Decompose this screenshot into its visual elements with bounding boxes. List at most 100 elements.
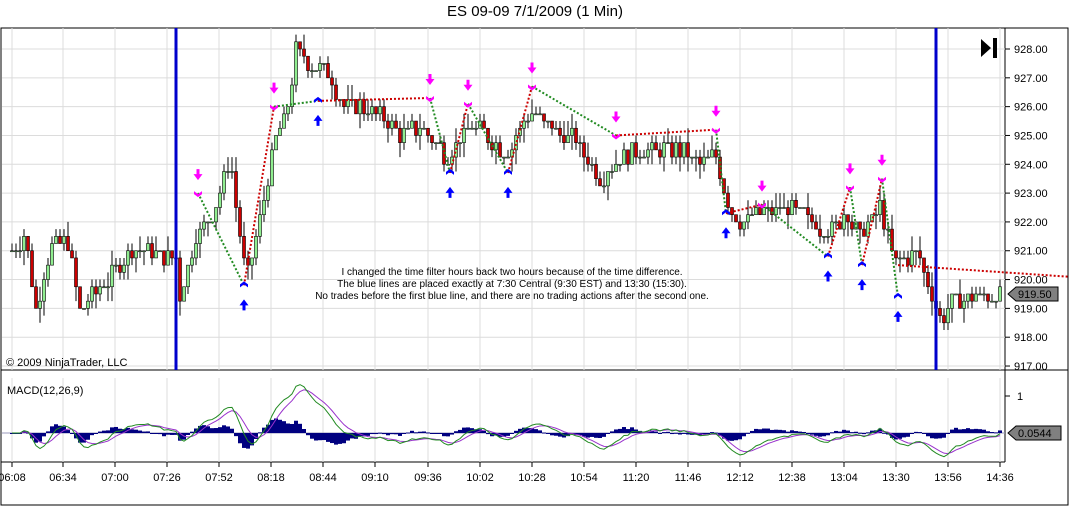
- candle: [910, 250, 914, 266]
- candle: [134, 250, 138, 259]
- candle: [574, 127, 578, 143]
- candle: [982, 293, 986, 296]
- candle: [686, 142, 690, 158]
- macd-diff-bar: [170, 433, 174, 435]
- sell-entry-marker-icon: [712, 127, 720, 134]
- macd-diff-bar: [434, 433, 438, 434]
- macd-diff-bar: [966, 428, 970, 433]
- candle: [642, 156, 646, 159]
- go-to-end-icon-bar: [993, 38, 997, 58]
- macd-diff-bar: [870, 430, 874, 433]
- price-tick-label: 924.00: [1014, 159, 1048, 171]
- price-tick-label: 926.00: [1014, 102, 1048, 114]
- macd-diff-bar: [130, 429, 134, 433]
- price-tick-label: 925.00: [1014, 130, 1048, 142]
- go-to-end-icon[interactable]: [981, 39, 991, 57]
- trade-line: [273, 99, 319, 108]
- macd-diff-bar: [94, 433, 98, 434]
- trade-line: [197, 192, 245, 286]
- candle: [682, 142, 686, 158]
- candle: [546, 120, 550, 123]
- macd-diff-bar: [622, 427, 626, 433]
- candle: [242, 236, 246, 259]
- macd-diff-bar: [26, 432, 30, 434]
- macd-diff-bar: [138, 430, 142, 433]
- candle: [798, 207, 802, 209]
- candle: [958, 293, 962, 309]
- candle: [754, 207, 758, 216]
- sell-entry-marker-icon: [878, 176, 886, 183]
- macd-diff-bar: [850, 432, 854, 434]
- candle: [382, 106, 386, 122]
- macd-diff-bar: [422, 431, 426, 433]
- macd-diff-bar: [62, 426, 66, 433]
- candle: [538, 113, 542, 116]
- candle: [122, 264, 126, 273]
- candle: [666, 142, 670, 144]
- time-tick-label: 14:36: [986, 472, 1014, 484]
- candle: [358, 99, 362, 115]
- macd-diff-bar: [938, 433, 942, 439]
- time-tick-label: 12:12: [726, 472, 754, 484]
- candle: [190, 257, 194, 266]
- candle: [390, 120, 394, 129]
- candle: [110, 264, 114, 288]
- candle: [582, 142, 586, 158]
- macd-diff-bar: [426, 432, 430, 434]
- sell-entry-marker-icon: [426, 95, 434, 102]
- chart-title: ES 09-09 7/1/2009 (1 Min): [447, 3, 623, 20]
- candle: [922, 257, 926, 273]
- macd-diff-bar: [270, 419, 274, 433]
- macd-diff-bar: [866, 432, 870, 434]
- candle: [518, 127, 522, 136]
- macd-diff-bar: [942, 433, 946, 438]
- macd-diff-bar: [210, 428, 214, 433]
- macd-diff-bar: [178, 433, 182, 441]
- candle: [258, 214, 262, 237]
- candle: [974, 293, 978, 302]
- sell-arrow-icon: [711, 105, 721, 117]
- candle: [718, 156, 722, 179]
- candle: [154, 250, 158, 259]
- trade-line: [507, 86, 533, 174]
- macd-diff-bar: [950, 429, 954, 433]
- macd-diff-bar: [566, 433, 570, 437]
- macd-diff-bar: [738, 433, 742, 440]
- time-tick-label: 08:44: [309, 472, 337, 484]
- candle: [558, 127, 562, 136]
- candle: [302, 48, 306, 57]
- time-tick-label: 09:36: [414, 472, 442, 484]
- macd-diff-bar: [718, 433, 722, 436]
- candle: [218, 192, 222, 208]
- macd-diff-bar: [282, 421, 286, 433]
- candle: [354, 99, 358, 115]
- candle: [894, 250, 898, 259]
- time-tick-label: 10:02: [466, 472, 494, 484]
- macd-diff-bar: [794, 431, 798, 433]
- macd-diff-bar: [626, 429, 630, 433]
- candle: [562, 135, 566, 143]
- macd-diff-bar: [918, 432, 922, 434]
- candle: [202, 221, 206, 230]
- macd-diff-bar: [338, 433, 342, 444]
- macd-label: MACD(12,26,9): [7, 385, 83, 397]
- candle: [494, 142, 498, 151]
- macd-diff-bar: [842, 429, 846, 433]
- candle: [46, 264, 50, 280]
- macd-diff-bar: [790, 430, 794, 433]
- sell-arrow-icon: [527, 62, 537, 74]
- macd-diff-bar: [906, 433, 910, 437]
- macd-diff-bar: [962, 429, 966, 433]
- macd-diff-bar: [486, 433, 490, 435]
- candle: [962, 300, 966, 309]
- candle: [802, 207, 806, 209]
- macd-diff-bar: [746, 432, 750, 434]
- macd-diff-bar: [878, 428, 882, 433]
- macd-diff-bar: [762, 428, 766, 433]
- macd-diff-bar: [586, 433, 590, 438]
- candle: [542, 113, 546, 122]
- macd-tick-label: 1: [1017, 391, 1023, 403]
- candle: [10, 250, 14, 253]
- candle: [762, 207, 766, 216]
